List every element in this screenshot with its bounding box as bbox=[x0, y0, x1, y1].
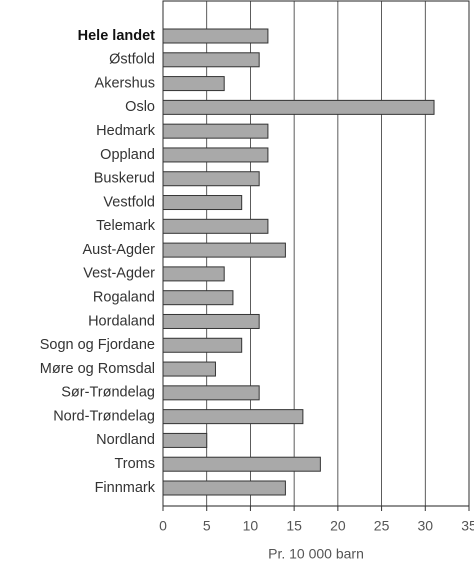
bar bbox=[162, 195, 243, 211]
bar bbox=[162, 480, 286, 496]
y-tick-label: Hedmark bbox=[96, 123, 156, 139]
y-tick-label: Telemark bbox=[96, 218, 156, 234]
bar bbox=[162, 432, 208, 448]
bar bbox=[162, 99, 435, 115]
bar bbox=[162, 147, 269, 163]
bar bbox=[162, 266, 225, 282]
y-tick-label: Oppland bbox=[100, 147, 155, 163]
bar bbox=[162, 456, 321, 472]
x-tick-label: 15 bbox=[286, 518, 302, 534]
x-tick-label: 20 bbox=[330, 518, 346, 534]
x-tick-label: 35 bbox=[461, 518, 474, 534]
x-tick-label: 30 bbox=[417, 518, 433, 534]
bar bbox=[162, 361, 216, 377]
y-tick-label: Møre og Romsdal bbox=[40, 361, 155, 377]
x-tick-label: 10 bbox=[243, 518, 259, 534]
bar bbox=[162, 123, 269, 139]
y-tick-label: Aust-Agder bbox=[82, 242, 155, 258]
x-tick-label: 25 bbox=[374, 518, 390, 534]
bar bbox=[162, 76, 225, 92]
y-tick-label: Vest-Agder bbox=[83, 266, 155, 282]
y-tick-label: Oslo bbox=[125, 99, 155, 115]
bar bbox=[162, 385, 260, 401]
x-tick-label: 0 bbox=[159, 518, 167, 534]
bar bbox=[162, 242, 286, 258]
y-tick-label: Nordland bbox=[96, 432, 155, 448]
y-tick-label: Østfold bbox=[109, 52, 155, 68]
bar bbox=[162, 337, 243, 353]
y-tick-label: Sogn og Fjordane bbox=[40, 337, 155, 353]
y-tick-label: Vestfold bbox=[103, 194, 155, 210]
y-tick-label: Hordaland bbox=[88, 313, 155, 329]
y-tick-label: Rogaland bbox=[93, 290, 155, 306]
bar bbox=[162, 52, 260, 68]
bar bbox=[162, 218, 269, 234]
bar bbox=[162, 313, 260, 329]
y-tick-label: Buskerud bbox=[94, 171, 155, 187]
x-tick-label: 5 bbox=[203, 518, 211, 534]
y-tick-label: Troms bbox=[114, 456, 155, 472]
y-tick-label: Nord-Trøndelag bbox=[53, 408, 155, 424]
bar bbox=[162, 290, 234, 306]
y-tick-label: Akershus bbox=[95, 75, 155, 91]
y-tick-label: Sør-Trøndelag bbox=[61, 385, 155, 401]
y-tick-label: Finnmark bbox=[95, 480, 156, 496]
y-tick-label: Hele landet bbox=[78, 28, 156, 44]
bar bbox=[162, 28, 269, 44]
bar bbox=[162, 171, 260, 187]
x-axis-label: Pr. 10 000 barn bbox=[268, 546, 364, 562]
bar bbox=[162, 409, 304, 425]
